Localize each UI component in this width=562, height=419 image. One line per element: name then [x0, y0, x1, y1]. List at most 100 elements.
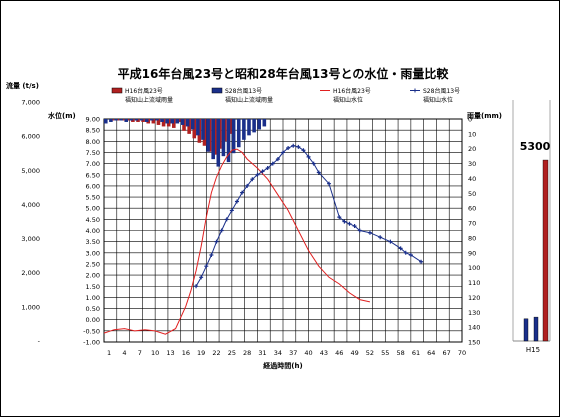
rain-tick-label: 10	[468, 130, 476, 138]
legend-swatch	[111, 87, 123, 94]
x-tick-label: 43	[320, 349, 328, 357]
x-tick-label: 52	[366, 349, 374, 357]
level-marker	[260, 169, 265, 174]
level-marker	[245, 183, 250, 188]
discharge-tick-label: 2,000	[21, 269, 40, 277]
level-tick-label: 4.00	[86, 227, 100, 235]
rain-bar	[139, 119, 144, 121]
rain-tick-label: 20	[468, 145, 476, 153]
level-marker	[265, 166, 270, 171]
level-marker	[296, 144, 301, 149]
rain-bar	[165, 119, 169, 124]
level-marker	[240, 190, 245, 195]
level-marker	[291, 143, 296, 148]
legend-label: 福知山上流域雨量	[125, 96, 173, 104]
level-marker	[275, 157, 280, 162]
rain-tick-label: 150	[468, 339, 480, 347]
discharge-tick-label: -	[38, 338, 41, 346]
legend-swatch	[211, 87, 223, 94]
legend-label: S28台風13号	[423, 87, 460, 95]
legend-label: S28台風13号	[225, 87, 262, 95]
level-marker	[352, 224, 357, 229]
x-tick-label: 58	[396, 349, 404, 357]
level-tick-label: 0.00	[86, 316, 100, 324]
x-axis-label: 経過時間(h)	[263, 361, 302, 370]
x-tick-label: 31	[258, 349, 266, 357]
rain-bar	[252, 119, 256, 133]
rain-bar	[231, 119, 236, 154]
rain-bar	[211, 119, 215, 160]
x-tick-label: 19	[197, 349, 205, 357]
level-tick-label: 7.50	[86, 149, 100, 157]
rain-tick-label: 0	[468, 116, 472, 124]
level-line	[103, 148, 371, 335]
rain-tick-label: 40	[468, 175, 476, 183]
discharge-tick-label: 3,000	[21, 235, 40, 243]
rain-bar	[124, 119, 129, 122]
legend-marker	[413, 88, 417, 93]
rain-bar	[175, 119, 180, 124]
level-marker	[224, 217, 229, 222]
rain-axis-label: 雨量(mm)	[467, 111, 502, 120]
level-marker	[419, 259, 424, 264]
level-tick-label: 2.00	[86, 272, 100, 280]
x-tick-label: 40	[304, 349, 312, 357]
x-tick-label: 61	[412, 349, 420, 357]
side-gauge-bar	[523, 318, 529, 342]
level-marker	[408, 253, 413, 258]
x-tick-label: 64	[427, 349, 435, 357]
legend-label: 福知山上流域雨量	[225, 96, 273, 104]
x-tick-label: 22	[212, 349, 220, 357]
legend: H16台風23号福知山上流域雨量S28台風13号福知山上流域雨量H16台風23号…	[111, 87, 460, 104]
x-tick-label: 46	[335, 349, 343, 357]
rain-tick-label: 80	[468, 234, 476, 242]
x-tick-label: 34	[274, 349, 282, 357]
rain-tick-label: 70	[468, 220, 476, 228]
rain-bar	[144, 119, 149, 122]
rain-bar	[242, 119, 246, 140]
level-marker	[199, 275, 204, 280]
chart-title: 平成16年台風23号と昭和28年台風13号との水位・雨量比較	[118, 66, 450, 81]
x-tick-label: 1	[107, 349, 111, 357]
level-marker	[301, 148, 306, 153]
rain-bar	[170, 119, 175, 124]
level-marker	[337, 215, 342, 220]
level-tick-label: 1.50	[86, 283, 100, 291]
level-marker	[327, 181, 332, 186]
rain-bar	[155, 119, 159, 121]
x-tick-label: 16	[182, 349, 190, 357]
rain-bar	[257, 119, 262, 130]
x-tick-label: 13	[166, 349, 174, 357]
level-marker	[388, 239, 393, 244]
level-tick-label: 8.00	[86, 138, 100, 146]
grid	[103, 118, 463, 343]
x-tick-label: 7	[138, 349, 142, 357]
rain-bar	[151, 119, 156, 124]
x-tick-label: 49	[350, 349, 358, 357]
level-marker	[367, 230, 372, 235]
rain-bar	[156, 119, 161, 125]
level-marker	[398, 246, 403, 251]
x-tick-label: 67	[443, 349, 451, 357]
legend-label: H16台風23号	[333, 87, 371, 95]
x-tick-label: 25	[228, 349, 236, 357]
level-marker	[286, 145, 291, 150]
rain-bar	[114, 119, 118, 121]
discharge-axis-label: 流量 (t/s)	[6, 81, 39, 90]
x-tick-label: 55	[381, 349, 389, 357]
rain-tick-label: 30	[468, 160, 476, 168]
rain-bar	[236, 119, 241, 148]
legend-label: 福知山水位	[423, 96, 453, 104]
rain-bar	[104, 119, 108, 124]
level-marker	[311, 161, 316, 166]
level-tick-label: 8.50	[86, 127, 100, 135]
discharge-tick-label: 6,000	[21, 133, 40, 141]
x-tick-label: 4	[122, 349, 126, 357]
level-tick-label: 6.50	[86, 171, 100, 179]
rain-bar	[119, 119, 123, 121]
level-tick-label: 3.50	[86, 238, 100, 246]
rain-bar	[196, 119, 200, 136]
rain-tick-label: 90	[468, 249, 476, 257]
rain-bar	[221, 119, 226, 157]
